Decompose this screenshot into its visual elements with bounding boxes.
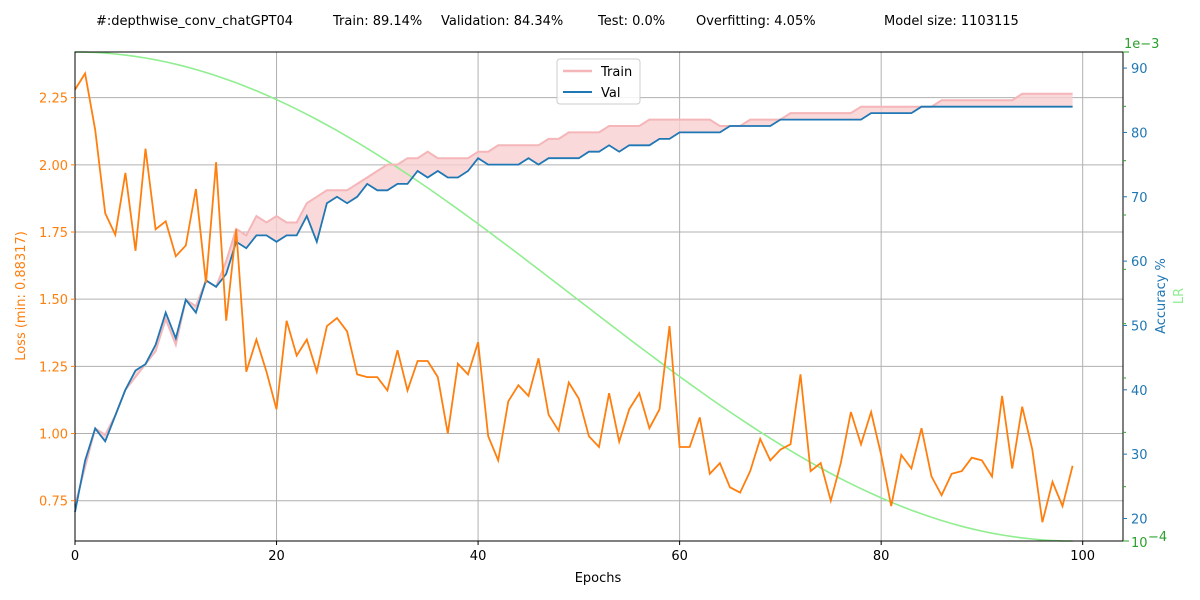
- accuracy-axis-label: Accuracy %: [1154, 258, 1169, 334]
- accuracy-tick-label: 90: [1131, 62, 1148, 77]
- header-model: #:depthwise_conv_chatGPT04: [96, 14, 293, 29]
- lr-bottom-tick-label: 10: [1131, 536, 1148, 551]
- accuracy-tick-label: 20: [1131, 512, 1148, 527]
- header-model-size: Model size: 1103115: [884, 14, 1019, 29]
- loss-tick-label: 2.25: [39, 92, 68, 107]
- legend: Train Val: [556, 58, 641, 105]
- train-accuracy-line: [74, 92, 1073, 506]
- val-accuracy-line: [74, 105, 1073, 513]
- accuracy-tick-label: 30: [1131, 448, 1148, 463]
- x-tick-label: 0: [71, 549, 79, 564]
- lr-axis-ticks: 1e−3 10 −4: [1123, 37, 1167, 551]
- x-tick-label: 80: [873, 549, 890, 564]
- header-test: Test: 0.0%: [597, 14, 665, 29]
- series-lines: [74, 51, 1074, 542]
- overfit-fill: [75, 93, 1073, 513]
- x-axis-label: Epochs: [575, 571, 622, 586]
- plot-frame: [74, 51, 1124, 542]
- accuracy-axis-ticks: 20 30 40 50 60 70 80 90: [1123, 62, 1148, 527]
- header-train: Train: 89.14%: [332, 14, 422, 29]
- loss-axis-label: Loss (min: 0.88317): [14, 231, 29, 361]
- header-validation: Validation: 84.34%: [441, 14, 563, 29]
- x-tick-label: 40: [470, 549, 487, 564]
- loss-tick-label: 0.75: [39, 495, 68, 510]
- accuracy-tick-label: 80: [1131, 126, 1148, 141]
- lr-bottom-tick-exp: −4: [1148, 530, 1167, 545]
- loss-tick-label: 1.00: [39, 428, 68, 443]
- train-val-gap-fill: [75, 93, 1073, 513]
- lr-line: [74, 51, 1073, 542]
- loss-tick-label: 2.00: [39, 159, 68, 174]
- lr-exponent-label: 1e−3: [1124, 37, 1159, 52]
- accuracy-tick-label: 40: [1131, 384, 1148, 399]
- loss-tick-label: 1.50: [39, 293, 68, 308]
- x-tick-label: 100: [1070, 549, 1095, 564]
- x-tick-label: 20: [268, 549, 285, 564]
- x-axis-ticks: 0 20 40 60 80 100: [71, 541, 1095, 564]
- legend-train-label: Train: [600, 65, 632, 80]
- loss-line: [74, 71, 1074, 523]
- x-tick-label: 60: [671, 549, 688, 564]
- accuracy-tick-label: 60: [1131, 255, 1148, 270]
- loss-tick-label: 1.25: [39, 360, 68, 375]
- loss-tick-label: 1.75: [39, 226, 68, 241]
- lr-axis-label: LR: [1172, 288, 1187, 304]
- legend-val-label: Val: [601, 86, 620, 101]
- grid: [74, 52, 1123, 541]
- loss-axis-ticks: 0.75 1.00 1.25 1.50 1.75 2.00 2.25: [39, 92, 75, 510]
- accuracy-tick-label: 70: [1131, 191, 1148, 206]
- header-overfitting: Overfitting: 4.05%: [696, 14, 816, 29]
- accuracy-tick-label: 50: [1131, 319, 1148, 334]
